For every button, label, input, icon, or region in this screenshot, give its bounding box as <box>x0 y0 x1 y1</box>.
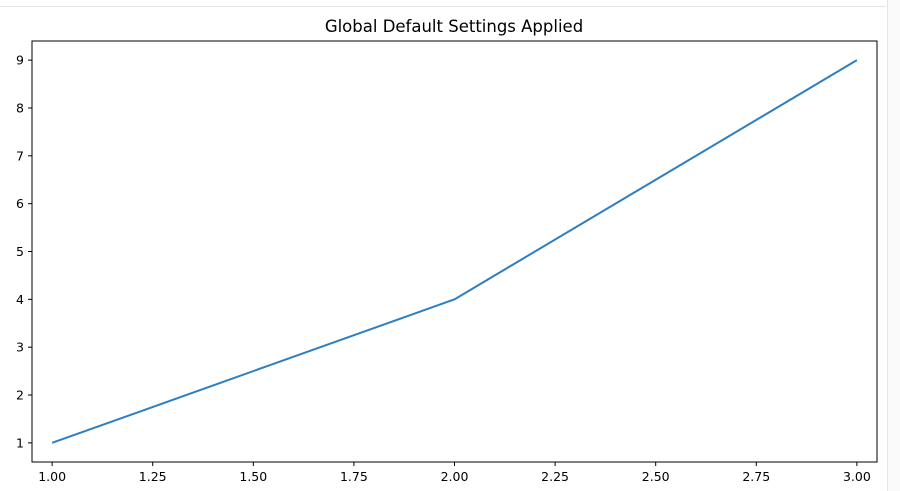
x-tick-label: 2.25 <box>541 469 569 484</box>
x-tick-label: 3.00 <box>843 469 871 484</box>
x-tick-label: 2.50 <box>642 469 670 484</box>
y-tick-label: 2 <box>16 388 24 403</box>
x-tick-label: 2.75 <box>742 469 770 484</box>
x-tick-label: 1.50 <box>239 469 267 484</box>
y-tick-label: 1 <box>16 435 24 450</box>
chart-title: Global Default Settings Applied <box>325 17 583 36</box>
series-layer <box>51 59 858 444</box>
y-tick-label: 6 <box>16 196 24 211</box>
x-tick-label: 1.75 <box>340 469 368 484</box>
x-tick-label: 2.00 <box>441 469 469 484</box>
x-tick-label: 1.00 <box>38 469 66 484</box>
y-tick-label: 5 <box>16 244 24 259</box>
series-line <box>51 59 858 444</box>
y-tick-label: 8 <box>16 100 24 115</box>
plot-area-frame <box>31 40 878 463</box>
y-tick-label: 7 <box>16 148 24 163</box>
y-axis: 1 2 3 4 5 6 7 8 9 <box>16 53 32 450</box>
x-tick-label: 1.25 <box>139 469 167 484</box>
y-tick-label: 4 <box>16 292 24 307</box>
window-scrollbar-track[interactable] <box>887 0 900 491</box>
y-tick-label: 3 <box>16 340 24 355</box>
window-top-edge <box>0 0 886 7</box>
y-tick-label: 9 <box>16 53 24 68</box>
x-axis: 1.00 1.25 1.50 1.75 2.00 2.25 2.50 2.75 3.00 <box>38 462 871 484</box>
